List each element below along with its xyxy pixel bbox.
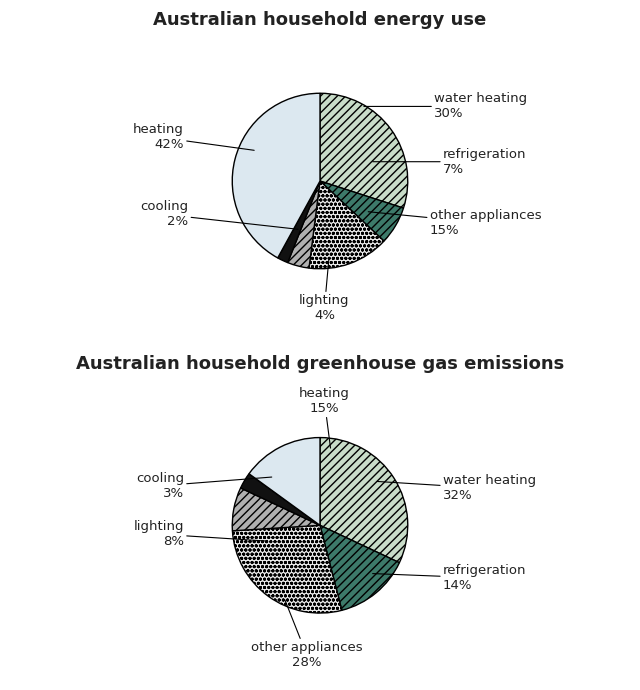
Text: cooling
3%: cooling 3% [136,472,272,500]
Text: cooling
2%: cooling 2% [140,200,298,229]
Title: Australian household energy use: Australian household energy use [154,11,486,29]
Wedge shape [320,437,408,562]
Text: lighting
8%: lighting 8% [134,520,268,548]
Wedge shape [320,181,403,241]
Text: other appliances
28%: other appliances 28% [251,600,363,669]
Title: Australian household greenhouse gas emissions: Australian household greenhouse gas emis… [76,355,564,373]
Wedge shape [232,488,320,531]
Text: refrigeration
7%: refrigeration 7% [372,148,526,176]
Text: other appliances
15%: other appliances 15% [368,209,541,237]
Wedge shape [278,181,320,263]
Wedge shape [309,181,384,269]
Wedge shape [249,437,320,525]
Text: water heating
30%: water heating 30% [364,92,527,121]
Wedge shape [288,181,320,268]
Wedge shape [241,474,320,525]
Wedge shape [320,525,399,611]
Text: heating
15%: heating 15% [299,386,350,448]
Wedge shape [320,93,408,208]
Text: water heating
32%: water heating 32% [377,475,536,502]
Wedge shape [232,93,320,258]
Text: heating
42%: heating 42% [133,123,254,151]
Text: lighting
4%: lighting 4% [299,260,349,322]
Text: refrigeration
14%: refrigeration 14% [372,564,526,592]
Wedge shape [232,525,342,613]
